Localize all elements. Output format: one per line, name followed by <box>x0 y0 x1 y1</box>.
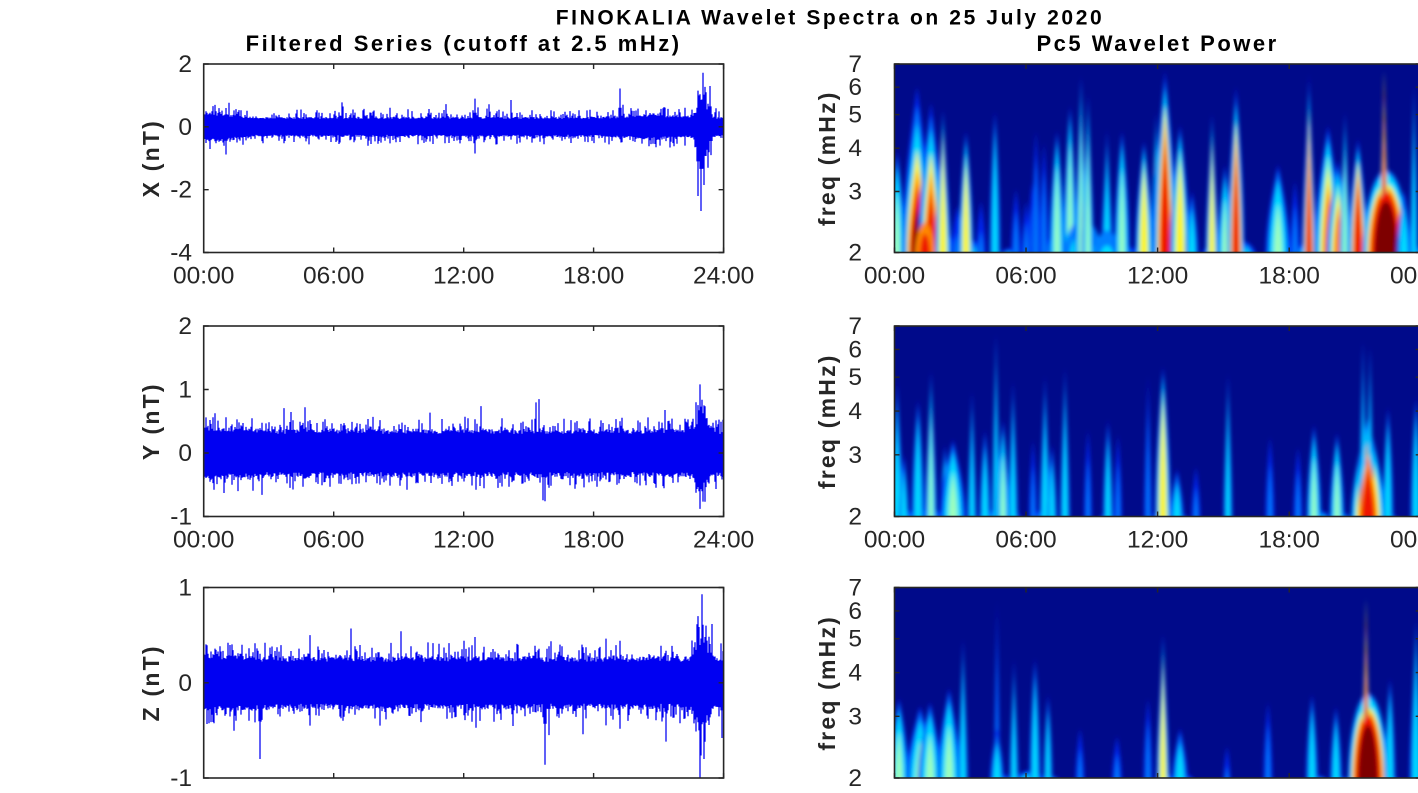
svg-text:5: 5 <box>848 102 862 129</box>
svg-text:06:00: 06:00 <box>303 263 364 290</box>
svg-text:00:00: 00:00 <box>1390 527 1418 554</box>
svg-text:2: 2 <box>848 240 862 267</box>
svg-text:3: 3 <box>848 703 862 730</box>
svg-text:00:00: 00:00 <box>864 527 925 554</box>
svg-text:3: 3 <box>848 442 862 469</box>
svg-text:00:00: 00:00 <box>173 527 234 554</box>
svg-text:2: 2 <box>848 765 862 788</box>
svg-text:2: 2 <box>178 51 192 78</box>
svg-text:Z (nT): Z (nT) <box>138 644 164 721</box>
svg-text:06:00: 06:00 <box>995 527 1056 554</box>
svg-text:4: 4 <box>848 135 862 162</box>
svg-text:00:00: 00:00 <box>864 263 925 290</box>
svg-text:freq (mHz): freq (mHz) <box>814 615 840 751</box>
svg-text:0: 0 <box>178 670 192 697</box>
svg-text:6: 6 <box>848 74 862 101</box>
svg-text:freq (mHz): freq (mHz) <box>814 90 840 226</box>
svg-text:06:00: 06:00 <box>303 527 364 554</box>
svg-text:0: 0 <box>178 440 192 467</box>
svg-text:18:00: 18:00 <box>1259 527 1320 554</box>
svg-text:7: 7 <box>848 51 862 78</box>
svg-text:-2: -2 <box>170 177 192 204</box>
svg-text:12:00: 12:00 <box>433 263 494 290</box>
svg-text:7: 7 <box>848 575 862 602</box>
svg-text:00:00: 00:00 <box>173 263 234 290</box>
svg-text:Filtered Series (cutoff at 2.5: Filtered Series (cutoff at 2.5 mHz) <box>246 31 682 56</box>
svg-text:freq (mHz): freq (mHz) <box>814 353 840 489</box>
svg-text:1: 1 <box>178 377 192 404</box>
svg-text:0: 0 <box>178 114 192 141</box>
svg-text:18:00: 18:00 <box>563 263 624 290</box>
svg-text:1: 1 <box>178 575 192 602</box>
svg-text:00:00: 00:00 <box>1390 263 1418 290</box>
svg-text:4: 4 <box>848 660 862 687</box>
svg-text:6: 6 <box>848 598 862 625</box>
svg-text:24:00: 24:00 <box>693 527 754 554</box>
svg-text:Y (nT): Y (nT) <box>138 382 164 460</box>
svg-text:06:00: 06:00 <box>995 263 1056 290</box>
svg-text:3: 3 <box>848 179 862 206</box>
svg-text:4: 4 <box>848 398 862 425</box>
svg-text:12:00: 12:00 <box>1127 527 1188 554</box>
svg-text:6: 6 <box>848 336 862 363</box>
svg-text:7: 7 <box>848 313 862 340</box>
svg-text:12:00: 12:00 <box>433 527 494 554</box>
svg-text:24:00: 24:00 <box>693 263 754 290</box>
svg-text:FINOKALIA Wavelet Spectra on 2: FINOKALIA Wavelet Spectra on 25 July 202… <box>556 7 1105 30</box>
svg-text:-1: -1 <box>170 765 192 788</box>
svg-text:12:00: 12:00 <box>1127 263 1188 290</box>
svg-text:5: 5 <box>848 364 862 391</box>
svg-text:Pc5 Wavelet Power: Pc5 Wavelet Power <box>1036 31 1278 56</box>
svg-text:18:00: 18:00 <box>1259 263 1320 290</box>
svg-text:2: 2 <box>848 504 862 531</box>
svg-text:18:00: 18:00 <box>563 527 624 554</box>
svg-text:5: 5 <box>848 626 862 653</box>
svg-text:2: 2 <box>178 313 192 340</box>
svg-text:X (nT): X (nT) <box>138 119 164 197</box>
